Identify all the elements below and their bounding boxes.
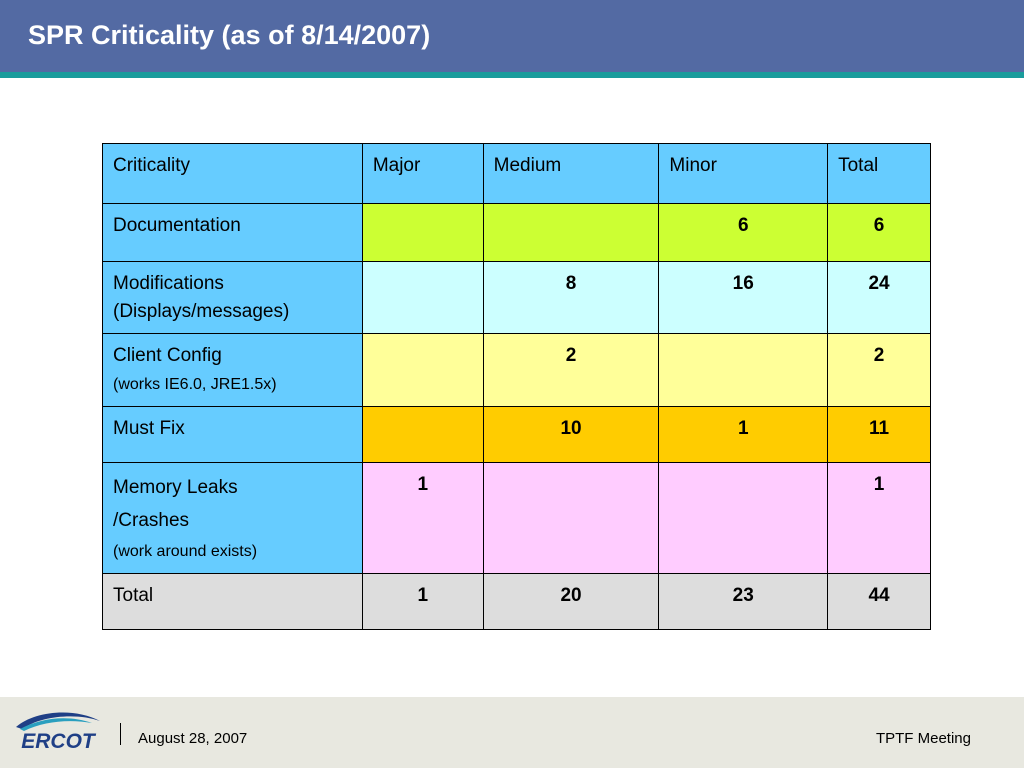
footer-separator	[120, 723, 121, 745]
cell-total: 24	[827, 261, 931, 334]
cell-total: 2	[827, 333, 931, 407]
row-label-line: /Crashes	[113, 510, 190, 531]
cell-major	[361, 261, 484, 334]
cell-minor: 16	[658, 261, 829, 334]
row-label-documentation: Documentation	[102, 203, 363, 262]
footer-date: August 28, 2007	[138, 730, 248, 747]
row-label-must-fix: Must Fix	[102, 406, 363, 463]
cell-medium: 8	[482, 261, 660, 334]
cell-major	[361, 333, 484, 407]
header-total: Total	[827, 143, 931, 204]
cell-major: 1	[361, 462, 484, 574]
logo-text: ERCOT	[21, 730, 97, 753]
cell-total-major: 1	[361, 573, 484, 630]
row-label-modifications: Modifications (Displays/messages)	[102, 261, 363, 334]
cell-total: 1	[827, 462, 931, 574]
header-minor: Minor	[658, 143, 829, 204]
header-criticality: Criticality	[102, 143, 363, 204]
row-label-line: Client Config	[113, 345, 222, 366]
cell-minor: 1	[658, 406, 829, 463]
ercot-logo: ERCOT	[16, 712, 100, 753]
row-label-line: Memory Leaks	[113, 477, 238, 498]
table-total-row: Total 1 20 23 44	[102, 573, 931, 630]
cell-medium	[482, 462, 660, 574]
criticality-table: Criticality Major Medium Minor Total Doc…	[102, 143, 931, 630]
table-row: Modifications (Displays/messages) 8 16 2…	[102, 261, 931, 334]
row-note: (work around exists)	[113, 543, 258, 560]
cell-medium: 2	[482, 333, 660, 407]
cell-total: 6	[827, 203, 931, 262]
cell-total-minor: 23	[658, 573, 829, 630]
row-label-line: Must Fix	[113, 418, 185, 439]
footer-meeting-name: TPTF Meeting	[875, 730, 971, 747]
table-row: Must Fix 10 1 11	[102, 406, 931, 463]
title-bar: SPR Criticality (as of 8/14/2007)	[0, 0, 1024, 78]
row-label-line: (Displays/messages)	[113, 301, 290, 322]
row-note: (works IE6.0, JRE1.5x)	[113, 376, 277, 393]
cell-total: 11	[827, 406, 931, 463]
table-header-row: Criticality Major Medium Minor Total	[102, 143, 931, 204]
cell-minor	[658, 462, 829, 574]
cell-major	[361, 203, 484, 262]
slide-title: SPR Criticality (as of 8/14/2007)	[28, 20, 431, 50]
cell-total-medium: 20	[482, 573, 660, 630]
total-row-label: Total	[102, 573, 363, 630]
row-label-client-config: Client Config (works IE6.0, JRE1.5x)	[102, 333, 363, 407]
footer: ERCOT August 28, 2007 TPTF Meeting	[0, 697, 1024, 768]
row-label-memory-leaks: Memory Leaks /Crashes (work around exist…	[102, 462, 363, 574]
cell-minor: 6	[658, 203, 829, 262]
table-row: Memory Leaks /Crashes (work around exist…	[102, 462, 931, 574]
header-major: Major	[361, 143, 484, 204]
cell-medium: 10	[482, 406, 660, 463]
cell-minor	[658, 333, 829, 407]
row-label-line: Modifications	[113, 273, 224, 294]
cell-grand-total: 44	[827, 573, 931, 630]
header-medium: Medium	[482, 143, 660, 204]
row-label-line: Documentation	[113, 215, 241, 236]
table-row: Documentation 6 6	[102, 203, 931, 262]
cell-major	[361, 406, 484, 463]
cell-medium	[482, 203, 660, 262]
table-row: Client Config (works IE6.0, JRE1.5x) 2 2	[102, 333, 931, 407]
